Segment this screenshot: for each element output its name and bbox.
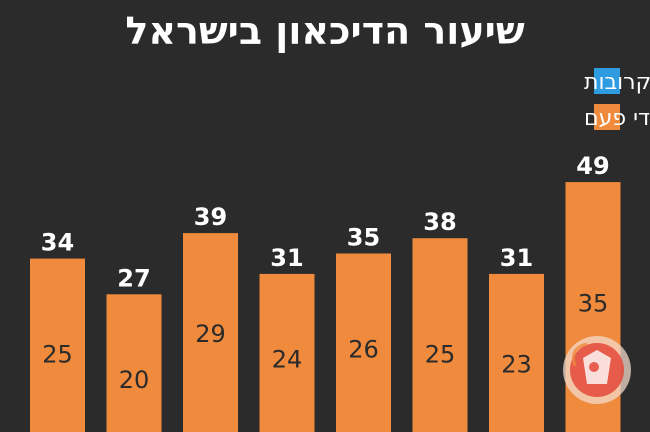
bar-inner-label-1: 20 xyxy=(119,366,150,394)
bar-total-label-0: 34 xyxy=(41,229,74,257)
legend-swatch-sometimes xyxy=(594,104,620,130)
legend-label-frequent: לעיתים קרובות xyxy=(584,70,650,95)
bar-inner-label-5: 25 xyxy=(425,341,456,369)
bar-3 xyxy=(259,273,315,432)
legend: לעיתים קרובות מדי פעם xyxy=(584,68,650,131)
bar-total-label-4: 35 xyxy=(347,224,380,252)
bar-6 xyxy=(489,273,544,432)
bar-total-label-5: 38 xyxy=(423,208,456,236)
bar-inner-label-7: 35 xyxy=(578,290,609,318)
chart-title: שיעור הדיכאון בישראל xyxy=(125,9,525,53)
bar-inner-label-6: 23 xyxy=(501,351,532,379)
bar-1 xyxy=(106,294,162,432)
legend-swatch-frequent xyxy=(594,68,620,94)
legend-label-sometimes: מדי פעם xyxy=(584,106,650,131)
bar-inner-label-4: 26 xyxy=(348,335,379,363)
bar-inner-label-3: 24 xyxy=(272,346,303,374)
bar-4 xyxy=(336,253,391,432)
bar-inner-label-0: 25 xyxy=(42,341,73,369)
bar-0 xyxy=(30,258,85,432)
bar-5 xyxy=(412,238,468,432)
bar-total-label-1: 27 xyxy=(117,264,150,292)
bar-inner-label-2: 29 xyxy=(195,320,226,348)
bar-2 xyxy=(183,233,238,432)
palestine-logo-icon xyxy=(563,336,631,404)
bar-total-label-6: 31 xyxy=(500,244,533,272)
bars: 34 25 27 20 39 29 31 24 35 26 38 25 31 23 49 35 xyxy=(30,152,621,432)
bar-total-label-3: 31 xyxy=(270,244,303,272)
bar-total-label-2: 39 xyxy=(194,203,227,231)
bar-total-label-7: 49 xyxy=(576,152,609,180)
